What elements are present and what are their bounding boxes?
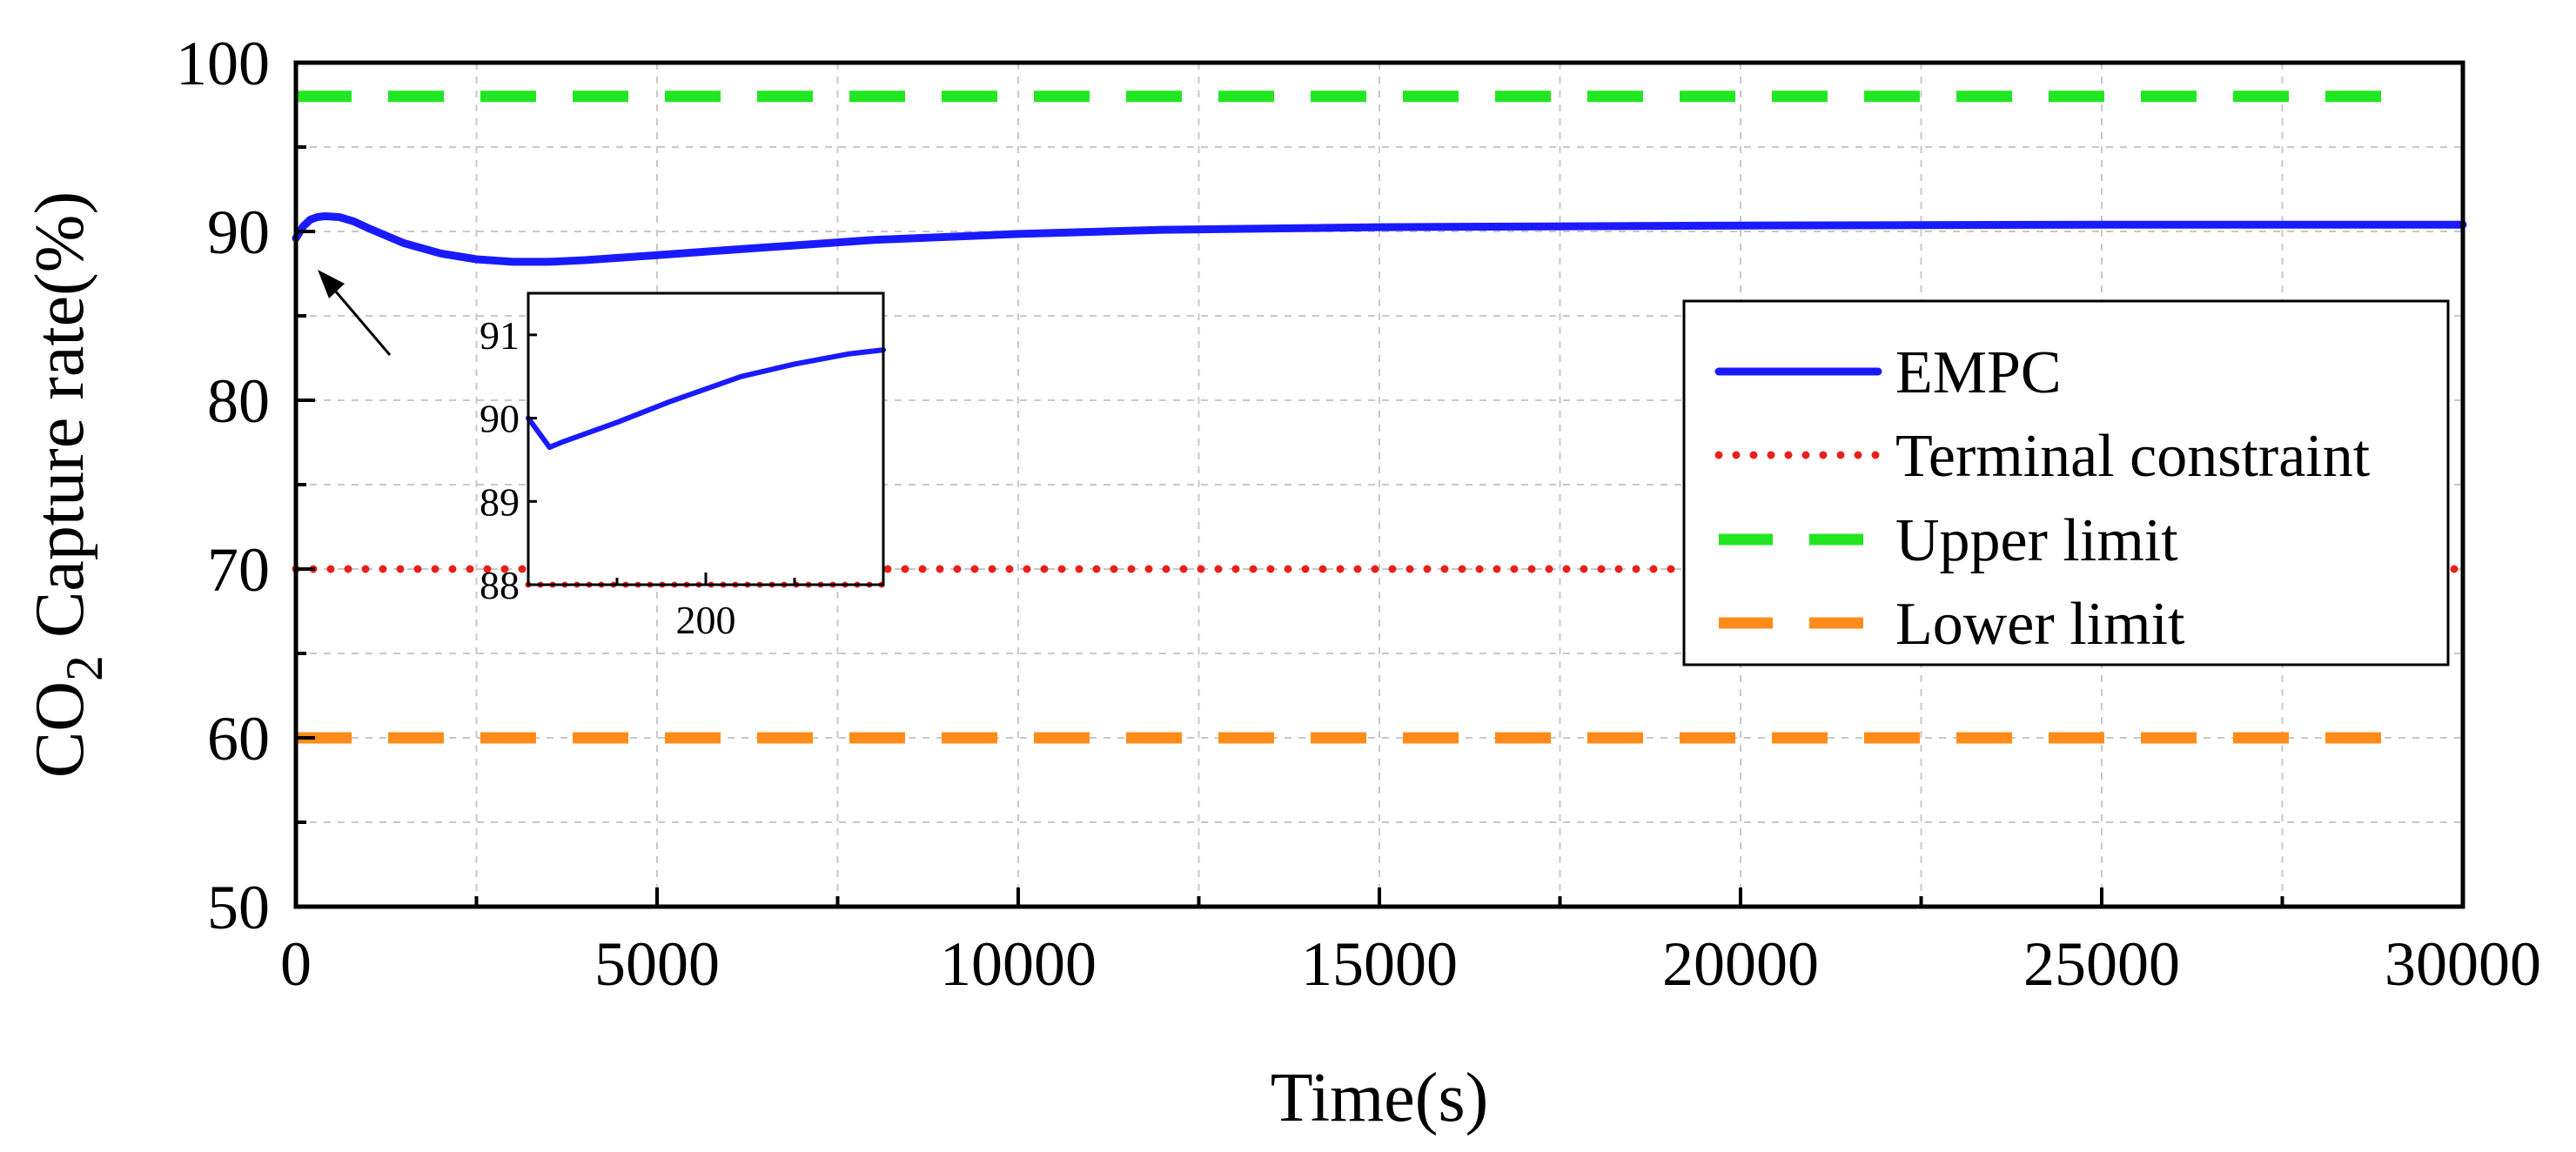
y-axis-title-subscript: 2 (56, 655, 113, 681)
axis-ticks: 0 5000 10000 15000 20000 25000 30000 50 60 70 80 90… (176, 29, 2541, 999)
y-tick-label: 50 (207, 873, 270, 942)
y-tick-label: 60 (207, 704, 270, 774)
x-tick-label: 5000 (594, 929, 720, 999)
legend-label-empc: EMPC (1895, 339, 2062, 406)
x-tick-label: 15000 (1301, 929, 1458, 999)
inset-y-tick-label: 90 (480, 397, 520, 441)
inset-y-tick-label: 88 (480, 563, 520, 607)
inset: 88 89 90 91 200 (480, 291, 887, 642)
y-tick-label: 80 (207, 366, 270, 436)
inset-background (528, 293, 883, 585)
series-lines (292, 90, 2467, 744)
x-tick-label: 25000 (2023, 929, 2180, 999)
y-tick-label: 100 (176, 29, 270, 98)
inset-ticks: 88 89 90 91 200 (480, 313, 796, 642)
x-tick-label: 20000 (1662, 929, 1819, 999)
series-line-empc (292, 212, 2467, 266)
x-tick-label: 30000 (2385, 929, 2541, 999)
inset-y-tick-label: 89 (480, 479, 520, 524)
x-tick-label: 10000 (940, 929, 1097, 999)
annotation-arrow (318, 270, 392, 356)
y-axis-title-prefix: CO (22, 681, 98, 778)
legend-box (1682, 299, 2450, 666)
inset-x-tick-label: 200 (676, 598, 736, 642)
legend-label-upper-limit: Upper limit (1895, 507, 2178, 574)
x-axis-title: Time(s) (1271, 1060, 1488, 1136)
legend-label-terminal-constraint: Terminal constraint (1895, 423, 2371, 490)
inset-y-tick-label: 91 (480, 313, 520, 358)
legend: EMPC Terminal constraint Upper limit Low… (1682, 299, 2450, 666)
inset-series-empc-zoom (526, 347, 886, 451)
legend-label-lower-limit: Lower limit (1895, 591, 2185, 658)
y-tick-label: 70 (207, 535, 270, 605)
y-axis-title: CO2 Capture rate(%) (22, 191, 113, 778)
y-tick-label: 90 (207, 198, 270, 267)
y-axis-title-suffix: Capture rate(%) (22, 191, 98, 655)
x-tick-label: 0 (280, 929, 312, 999)
